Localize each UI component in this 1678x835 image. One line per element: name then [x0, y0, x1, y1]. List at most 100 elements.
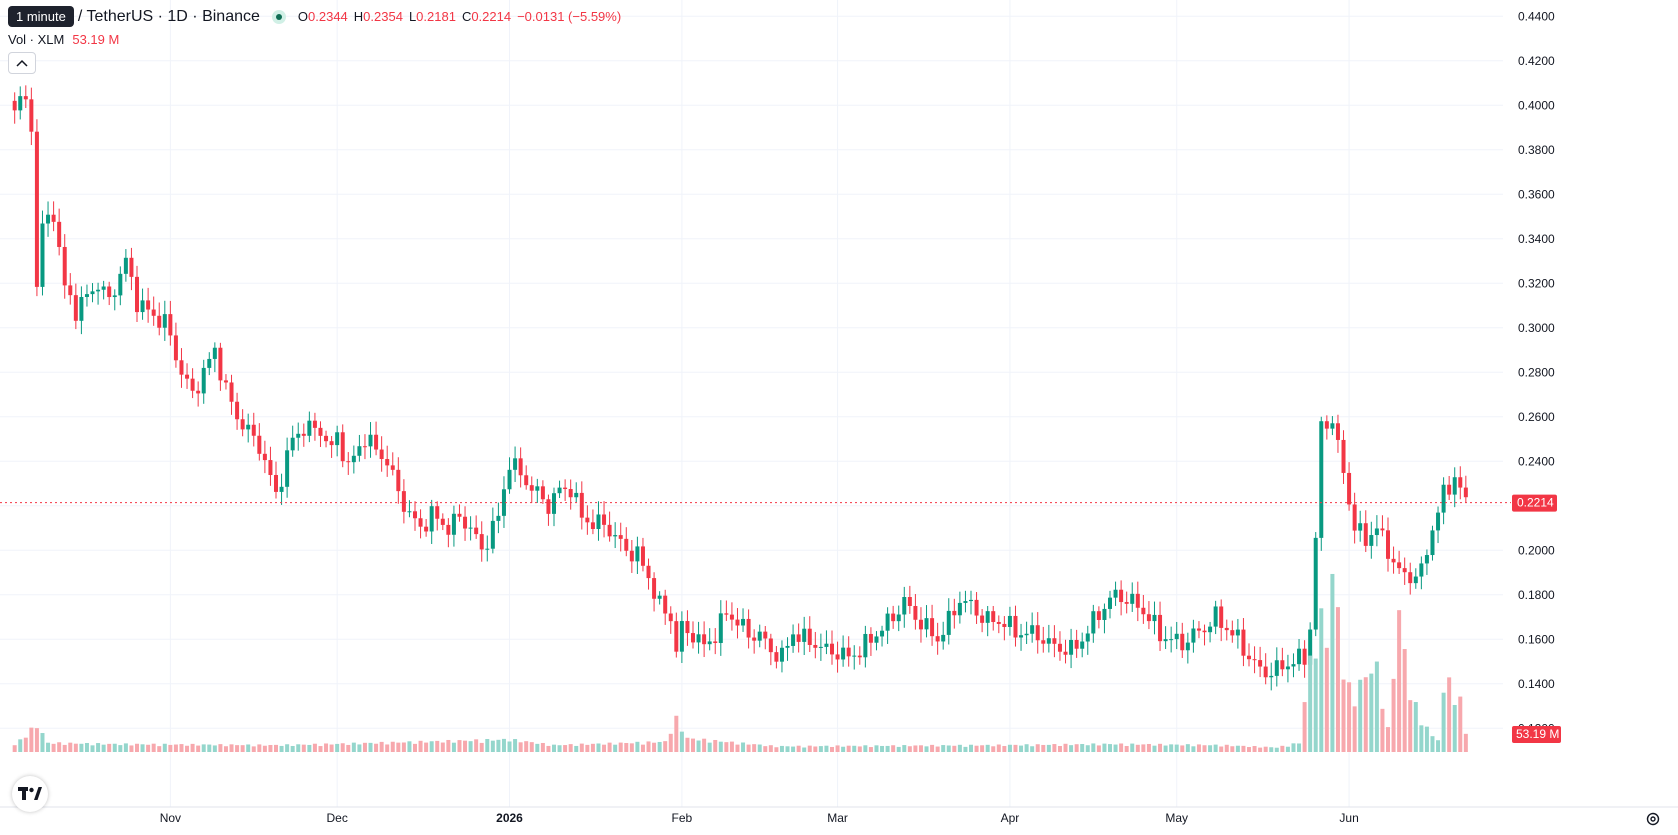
candle-body[interactable] [846, 647, 851, 657]
candle-body[interactable] [1035, 625, 1040, 641]
candle-body[interactable] [735, 619, 740, 626]
candle-body[interactable] [1330, 423, 1335, 429]
candle-body[interactable] [513, 458, 518, 470]
candle-body[interactable] [1046, 638, 1051, 644]
candle-body[interactable] [1347, 472, 1352, 505]
candle-body[interactable] [741, 618, 746, 626]
candle-body[interactable] [863, 633, 868, 658]
candle-body[interactable] [1213, 606, 1218, 627]
candle-body[interactable] [73, 295, 78, 321]
candle-body[interactable] [390, 465, 395, 470]
volume-badge[interactable] [1512, 726, 1561, 743]
candle-body[interactable] [96, 289, 101, 292]
candle-body[interactable] [324, 435, 329, 442]
candle-body[interactable] [1080, 641, 1085, 649]
candle-body[interactable] [157, 315, 162, 328]
candle-body[interactable] [552, 493, 556, 514]
candle-body[interactable] [1208, 626, 1213, 633]
candle-body[interactable] [401, 491, 406, 512]
candle-body[interactable] [729, 614, 734, 620]
candle-body[interactable] [407, 511, 412, 513]
candle-body[interactable] [1324, 421, 1329, 429]
candle-body[interactable] [579, 492, 584, 518]
candle-body[interactable] [1019, 635, 1024, 638]
candle-body[interactable] [1269, 675, 1274, 678]
candle-body[interactable] [418, 518, 423, 527]
candle-body[interactable] [1302, 648, 1307, 665]
candle-body[interactable] [991, 611, 996, 622]
collapse-legend-button[interactable] [8, 52, 36, 74]
candle-body[interactable] [446, 524, 451, 535]
candle-body[interactable] [963, 601, 968, 603]
candle-body[interactable] [1191, 628, 1196, 643]
candle-body[interactable] [896, 614, 901, 622]
candle-body[interactable] [118, 273, 123, 296]
candle-body[interactable] [1363, 523, 1368, 546]
candle-body[interactable] [602, 514, 607, 525]
candle-body[interactable] [368, 434, 373, 447]
candle-body[interactable] [596, 514, 601, 530]
candle-body[interactable] [40, 223, 45, 287]
candle-body[interactable] [1308, 629, 1313, 665]
candle-body[interactable] [1091, 611, 1096, 634]
candle-body[interactable] [1130, 593, 1135, 604]
candle-body[interactable] [424, 526, 429, 532]
candle-body[interactable] [18, 96, 23, 111]
candle-body[interactable] [1096, 611, 1101, 620]
candle-body[interactable] [1424, 555, 1429, 564]
candle-body[interactable] [1024, 633, 1029, 636]
candle-body[interactable] [413, 511, 417, 519]
candle-body[interactable] [34, 131, 39, 287]
candle-body[interactable] [935, 636, 940, 642]
symbol-title[interactable]: / TetherUS · 1D · Binance [77, 7, 260, 25]
candle-body[interactable] [629, 550, 634, 562]
candle-body[interactable] [835, 654, 840, 660]
candle-body[interactable] [590, 522, 595, 530]
candle-body[interactable] [351, 455, 356, 463]
candle-body[interactable] [1074, 639, 1079, 649]
candle-body[interactable] [813, 644, 818, 648]
candle-body[interactable] [329, 441, 334, 446]
candle-body[interactable] [1196, 628, 1201, 631]
candle-body[interactable] [724, 613, 729, 615]
candle-body[interactable] [1252, 659, 1257, 661]
candle-body[interactable] [307, 420, 312, 436]
candle-body[interactable] [1458, 477, 1463, 488]
candle-body[interactable] [68, 285, 73, 296]
candle-body[interactable] [618, 535, 623, 539]
candle-body[interactable] [885, 613, 890, 631]
candle-body[interactable] [457, 513, 462, 517]
candle-body[interactable] [969, 599, 973, 602]
candle-body[interactable] [857, 655, 862, 658]
candle-body[interactable] [1185, 642, 1190, 651]
candle-body[interactable] [1441, 484, 1446, 513]
candle-body[interactable] [1374, 528, 1379, 536]
candle-body[interactable] [1447, 484, 1452, 495]
candle-body[interactable] [290, 437, 295, 451]
candle-body[interactable] [46, 214, 51, 224]
candle-body[interactable] [1430, 530, 1435, 556]
candle-body[interactable] [301, 433, 306, 436]
candle-body[interactable] [229, 382, 234, 402]
candle-body[interactable] [1219, 606, 1224, 628]
candle-body[interactable] [1297, 648, 1302, 665]
candle-body[interactable] [1141, 607, 1146, 615]
candle-body[interactable] [941, 634, 946, 642]
candle-body[interactable] [557, 487, 562, 494]
candle-body[interactable] [779, 647, 784, 662]
candle-body[interactable] [57, 221, 62, 247]
candle-body[interactable] [257, 435, 262, 454]
candle-body[interactable] [524, 475, 529, 486]
candle-body[interactable] [657, 595, 662, 599]
candle-body[interactable] [1313, 537, 1318, 630]
candle-body[interactable] [640, 546, 645, 566]
candle-body[interactable] [129, 257, 134, 277]
candle-body[interactable] [707, 641, 712, 645]
candle-body[interactable] [1069, 639, 1074, 655]
candle-body[interactable] [1119, 589, 1124, 603]
candle-body[interactable] [752, 637, 757, 641]
candle-body[interactable] [546, 499, 551, 514]
last-price-badge[interactable] [1512, 494, 1557, 512]
candle-body[interactable] [907, 597, 912, 606]
